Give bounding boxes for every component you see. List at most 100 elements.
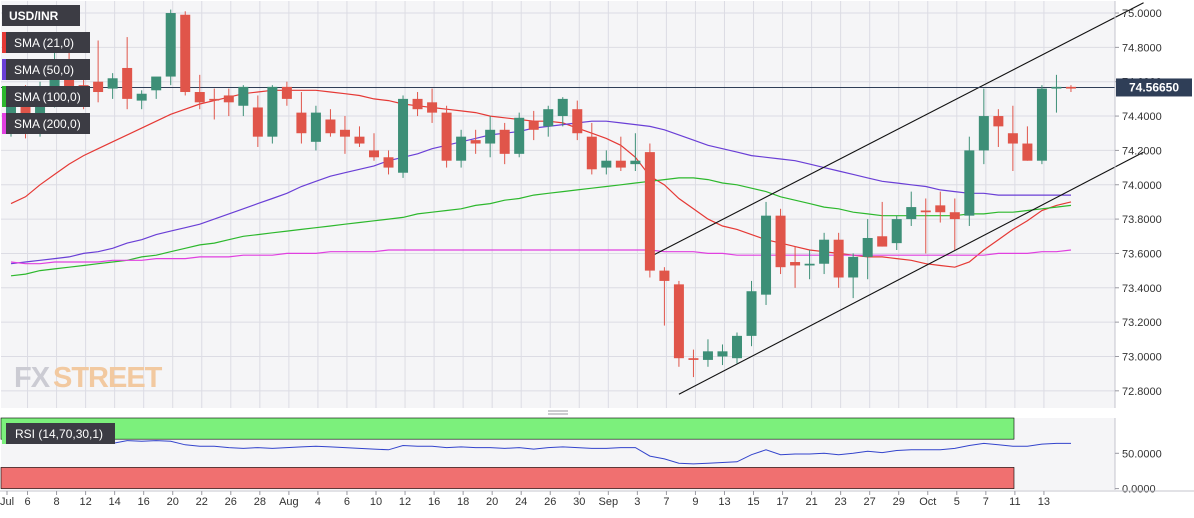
candle[interactable] — [1022, 126, 1033, 161]
candle[interactable] — [456, 129, 467, 168]
candle[interactable] — [993, 109, 1004, 147]
x-tick-label: 8 — [53, 496, 59, 508]
candle[interactable] — [630, 133, 641, 172]
x-tick-label: 13 — [1038, 496, 1050, 508]
candle-body — [470, 140, 481, 144]
price-axis[interactable]: 75.000074.800074.600074.400074.200074.00… — [1115, 8, 1162, 398]
candle[interactable] — [180, 11, 191, 96]
candle[interactable] — [557, 97, 568, 127]
candle[interactable] — [586, 122, 597, 175]
symbol-header[interactable]: USD/INR — [2, 5, 80, 26]
x-tick-label: Sep — [599, 496, 619, 508]
candle[interactable] — [920, 198, 931, 254]
x-tick-label: Aug — [279, 496, 299, 508]
candle[interactable] — [877, 201, 888, 247]
candle[interactable] — [1007, 105, 1018, 172]
candle[interactable] — [906, 191, 917, 226]
candle[interactable] — [891, 215, 902, 251]
candle[interactable] — [383, 150, 394, 175]
candle[interactable] — [702, 339, 713, 367]
candle[interactable] — [572, 100, 583, 141]
candle[interactable] — [499, 122, 510, 165]
candle[interactable] — [833, 232, 844, 288]
candle[interactable] — [949, 198, 960, 251]
candle[interactable] — [615, 136, 626, 172]
candle[interactable] — [528, 110, 539, 141]
candle[interactable] — [964, 136, 975, 226]
candle[interactable] — [1036, 85, 1047, 165]
candle[interactable] — [136, 90, 147, 110]
candle[interactable] — [369, 133, 379, 161]
candle[interactable] — [485, 116, 496, 158]
candle[interactable] — [107, 73, 118, 99]
candle[interactable] — [165, 9, 176, 86]
candle-body — [238, 86, 249, 106]
candle[interactable] — [1051, 74, 1062, 113]
candle[interactable] — [354, 126, 365, 147]
candle[interactable] — [398, 95, 409, 178]
candle[interactable] — [1065, 85, 1076, 93]
candle[interactable] — [470, 129, 481, 154]
candle[interactable] — [862, 219, 873, 280]
x-tick-label: 7 — [983, 496, 989, 508]
candle[interactable] — [644, 143, 655, 278]
candle[interactable] — [659, 267, 670, 326]
candle[interactable] — [732, 332, 742, 364]
sma-line-3 — [10, 249, 1072, 265]
legend-item[interactable]: SMA (200,0) — [2, 113, 90, 134]
time-axis[interactable]: Jul 6 8 12 14 16 20 22 26 28 Aug 4 6 10 12 16 18 20 24 26 30… — [0, 491, 1050, 508]
candle[interactable] — [688, 349, 699, 378]
candle[interactable] — [427, 88, 438, 123]
legend-item[interactable]: SMA (100,0) — [2, 86, 90, 107]
candle[interactable] — [790, 246, 801, 288]
candle[interactable] — [252, 95, 263, 147]
channel-upper-line[interactable] — [649, 2, 1144, 258]
candle[interactable] — [804, 250, 815, 280]
candle[interactable] — [325, 109, 336, 137]
candle[interactable] — [935, 191, 946, 223]
candle[interactable] — [194, 74, 205, 110]
candle[interactable] — [412, 92, 423, 117]
candle-body — [673, 284, 684, 359]
candle[interactable] — [122, 37, 133, 110]
candle[interactable] — [296, 92, 307, 144]
candle[interactable] — [819, 232, 830, 275]
candle[interactable] — [151, 76, 162, 99]
legend-color-swatch — [2, 59, 6, 80]
candle[interactable] — [514, 112, 525, 158]
candle[interactable] — [717, 344, 728, 366]
rsi-legend-box — [2, 423, 115, 444]
candle[interactable] — [238, 85, 249, 117]
legend-item[interactable]: SMA (21,0) — [2, 32, 90, 53]
rsi-axis[interactable]: 50.0000 0.0000 — [1115, 448, 1162, 496]
candle[interactable] — [281, 81, 292, 106]
candle[interactable] — [310, 105, 321, 151]
candle[interactable] — [267, 85, 278, 144]
channel-lower-line[interactable] — [678, 151, 1144, 395]
candle[interactable] — [339, 116, 350, 154]
candle-body — [891, 219, 902, 244]
candle-body — [1007, 133, 1018, 144]
candle[interactable] — [848, 253, 859, 299]
candle[interactable] — [441, 105, 452, 168]
candle[interactable] — [978, 88, 989, 165]
logo-part-street: STREET — [53, 362, 163, 394]
candle-body — [572, 109, 583, 134]
candle[interactable] — [601, 150, 612, 175]
candle[interactable] — [223, 88, 234, 117]
panel-resize-handle[interactable] — [548, 410, 568, 415]
x-tick-label: 4 — [315, 496, 321, 508]
candle[interactable] — [775, 208, 786, 275]
x-tick-label: 16 — [138, 496, 150, 508]
candle-body — [949, 212, 960, 220]
candle[interactable] — [761, 201, 772, 305]
legend-item-label: SMA (100,0) — [14, 90, 81, 104]
candle[interactable] — [673, 280, 684, 367]
legend-item[interactable]: SMA (50,0) — [2, 59, 90, 80]
candle[interactable] — [93, 40, 104, 103]
candle[interactable] — [746, 280, 757, 347]
candle[interactable] — [543, 105, 554, 137]
candle-body — [485, 129, 496, 144]
candle[interactable] — [209, 88, 220, 120]
logo-part-fx: FX — [14, 362, 51, 394]
